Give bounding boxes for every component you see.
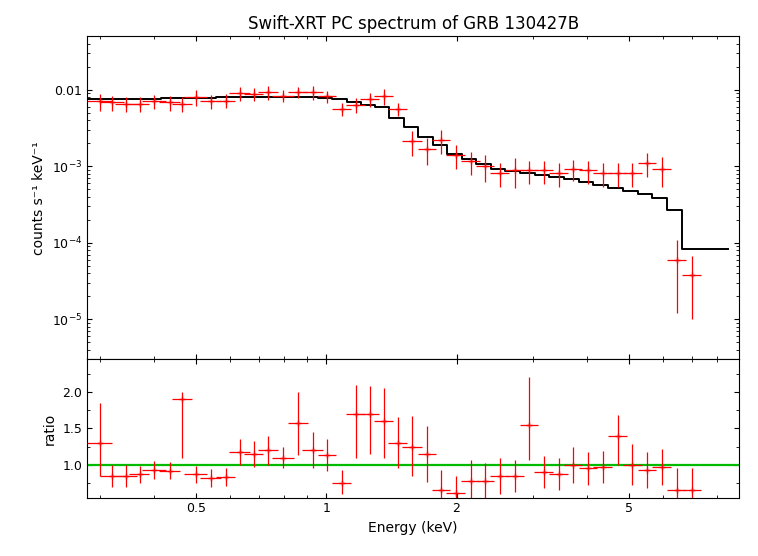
Y-axis label: counts s⁻¹ keV⁻¹: counts s⁻¹ keV⁻¹: [33, 141, 46, 255]
X-axis label: Energy (keV): Energy (keV): [368, 521, 458, 535]
Title: Swift-XRT PC spectrum of GRB 130427B: Swift-XRT PC spectrum of GRB 130427B: [248, 15, 578, 33]
Y-axis label: ratio: ratio: [43, 412, 57, 445]
